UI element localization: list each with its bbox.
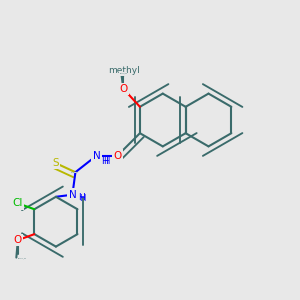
Text: methoxy_ph: methoxy_ph xyxy=(18,257,27,259)
Text: S: S xyxy=(52,158,59,168)
Text: O: O xyxy=(14,235,22,245)
Text: methoxy: methoxy xyxy=(123,72,130,73)
Text: H: H xyxy=(103,157,109,166)
Text: N: N xyxy=(92,151,100,161)
Text: N: N xyxy=(68,190,76,200)
Text: O: O xyxy=(14,235,22,245)
Text: O: O xyxy=(119,84,128,94)
Text: H: H xyxy=(78,193,85,202)
Text: O: O xyxy=(119,84,128,94)
Text: N: N xyxy=(68,190,76,200)
Text: O: O xyxy=(113,151,122,161)
Text: H: H xyxy=(79,194,85,203)
Text: Cl: Cl xyxy=(13,198,23,208)
Text: methyl_t: methyl_t xyxy=(120,74,127,76)
Text: H: H xyxy=(101,157,108,166)
Text: placeholder: placeholder xyxy=(71,172,80,173)
Text: Cl: Cl xyxy=(13,198,23,208)
Text: S: S xyxy=(52,158,59,168)
Text: methyl_top: methyl_top xyxy=(119,72,127,74)
Text: methyl: methyl xyxy=(108,66,140,75)
Text: O: O xyxy=(113,151,122,161)
Text: N: N xyxy=(92,151,100,161)
